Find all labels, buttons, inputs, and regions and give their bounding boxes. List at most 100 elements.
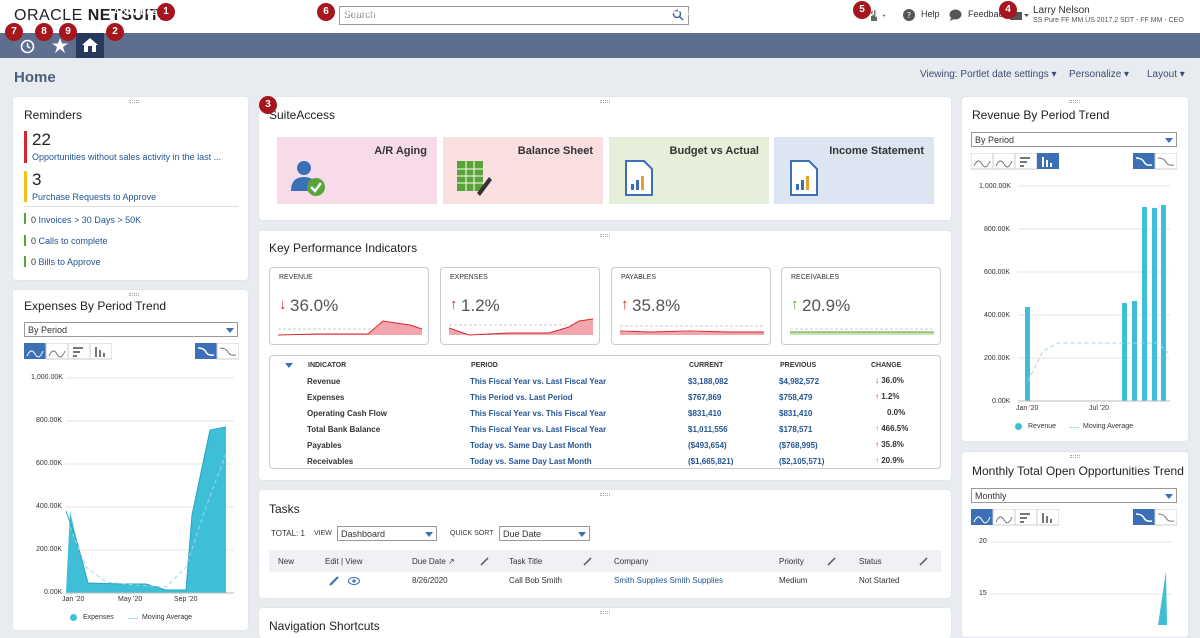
edit-column-icon[interactable]: [480, 557, 489, 566]
nav-reports[interactable]: Reports: [395, 7, 433, 18]
column-header[interactable]: Status: [859, 557, 882, 566]
document-chart-icon: [790, 160, 818, 196]
nav-suitesocial[interactable]: SuiteSocial: [500, 7, 554, 18]
help-link[interactable]: Help: [921, 9, 940, 19]
revenue-period-select[interactable]: By Period: [971, 132, 1177, 147]
kpi-indicator: Receivables: [307, 457, 354, 466]
kpi-card-revenue[interactable]: REVENUE ↓ 36.0%: [269, 267, 429, 345]
nav-sales-marketing[interactable]: Sales/Marketing: [169, 7, 246, 18]
kpi-card-expenses[interactable]: EXPENSES ↑ 1.2%: [440, 267, 600, 345]
kpi-period-link[interactable]: This Fiscal Year vs. Last Fiscal Year: [470, 425, 607, 434]
kpi-period-link[interactable]: This Fiscal Year vs. This Fiscal Year: [470, 409, 607, 418]
drag-handle[interactable]: [600, 234, 610, 237]
tile-income-statement[interactable]: Income Statement: [774, 137, 934, 204]
shortcuts-icon[interactable]: [52, 38, 68, 53]
nav-board-metrics[interactable]: Board Metrics: [726, 7, 793, 18]
edit-pencil-icon[interactable]: [329, 576, 339, 586]
drag-handle[interactable]: [600, 100, 610, 103]
reminder-purchase-requests-link[interactable]: Purchase Requests to Approve: [32, 192, 157, 202]
nav-suiteapps[interactable]: SuiteApps: [802, 7, 852, 18]
kpi-current-link[interactable]: $831,410: [688, 409, 722, 418]
kpi-previous-link[interactable]: $758,479: [779, 393, 813, 402]
kpi-current-link[interactable]: ($1,665,821): [688, 457, 734, 466]
kpi-period-link[interactable]: Today vs. Same Day Last Month: [470, 457, 592, 466]
drag-handle[interactable]: [600, 493, 610, 496]
drag-handle[interactable]: [1070, 455, 1080, 458]
kpi-card-receivables[interactable]: RECEIVABLES ↑ 20.9%: [781, 267, 941, 345]
kpi-period-link[interactable]: Today vs. Same Day Last Month: [470, 441, 592, 450]
legend-moving-average[interactable]: Moving Average: [1083, 423, 1134, 430]
task-company-link[interactable]: Smith Supplies Smith Supplies: [614, 576, 723, 585]
drag-handle[interactable]: [600, 611, 610, 614]
moving-average-toggles: [1133, 153, 1177, 170]
task-title: Call Bob Smith: [509, 576, 562, 585]
y-axis-tick: 400.00K: [36, 503, 63, 510]
edit-column-icon[interactable]: [583, 557, 592, 566]
kpi-current-link[interactable]: $3,188,082: [688, 377, 729, 386]
kpi-previous-link[interactable]: $4,982,572: [779, 377, 820, 386]
legend-moving-average[interactable]: Moving Average: [142, 614, 193, 621]
home-button[interactable]: [76, 33, 104, 58]
tile-budget-vs-actual[interactable]: Budget vs Actual: [609, 137, 769, 204]
drag-handle[interactable]: [129, 100, 139, 103]
global-search-input[interactable]: Search: [339, 6, 689, 25]
column-header[interactable]: Task Title: [509, 557, 543, 566]
arrow-up-icon: ↑: [875, 440, 879, 449]
opportunities-period-select[interactable]: Monthly: [971, 488, 1177, 503]
legend-expenses[interactable]: Expenses: [83, 614, 114, 621]
feedback-icon[interactable]: [949, 9, 962, 21]
tasks-view-select[interactable]: Dashboard: [337, 526, 437, 541]
column-header-due-date[interactable]: Due Date ↗: [412, 557, 455, 566]
kpi-previous-link[interactable]: ($2,105,571): [779, 457, 825, 466]
nav-analytics-2[interactable]: Analytics: [670, 7, 715, 18]
search-icon[interactable]: [672, 9, 684, 21]
recent-history-icon[interactable]: [20, 39, 35, 54]
tasks-sort-select[interactable]: Due Date: [499, 526, 590, 541]
task-status: Not Started: [859, 576, 900, 585]
kpi-change: ↓ 36.0%: [875, 376, 904, 385]
edit-column-icon[interactable]: [827, 557, 836, 566]
column-header[interactable]: Company: [614, 557, 649, 566]
kpi-previous-link[interactable]: ($768,995): [779, 441, 818, 450]
drag-handle[interactable]: [129, 293, 139, 296]
user-role-menu[interactable]: Larry Nelson SS Pure FF MM US 2017.2 SDT…: [1033, 6, 1184, 26]
kpi-previous-link[interactable]: $831,410: [779, 409, 813, 418]
drag-handle[interactable]: [1070, 100, 1080, 103]
nav-financial[interactable]: Financial: [340, 7, 384, 18]
legend-revenue[interactable]: Revenue: [1028, 423, 1057, 430]
help-icon[interactable]: ?: [903, 9, 915, 21]
nav-setup[interactable]: Setup: [629, 7, 657, 18]
recent-records-icon[interactable]: [868, 8, 888, 22]
collapse-caret-icon[interactable]: [285, 363, 293, 369]
kpi-period-link[interactable]: This Period vs. Last Period: [470, 393, 573, 402]
y-axis-tick: 0.00K: [992, 398, 1011, 405]
reminder-bills[interactable]: 0 Bills to Approve: [31, 257, 101, 267]
kpi-card-payables[interactable]: PAYABLES ↑ 35.8%: [611, 267, 771, 345]
tile-balance-sheet[interactable]: Balance Sheet: [443, 137, 603, 204]
viewing-date-settings-menu[interactable]: Viewing: Portlet date settings ▾: [920, 69, 1057, 80]
nav-documents[interactable]: Documents: [564, 7, 619, 18]
reminder-opportunities-link[interactable]: Opportunities without sales activity in …: [32, 152, 222, 162]
netsuite-logo[interactable]: ORACLE NETSUITE: [14, 7, 171, 24]
nav-expenses[interactable]: Expenses: [257, 7, 304, 18]
kpi-card-label: REVENUE: [279, 274, 313, 281]
kpi-current-link[interactable]: $1,011,556: [688, 425, 728, 434]
nav-activities[interactable]: Activities: [113, 7, 158, 18]
nav-support[interactable]: Support: [862, 7, 901, 18]
feedback-link[interactable]: Feedback: [968, 9, 1008, 19]
kpi-current-link[interactable]: ($493,654): [688, 441, 727, 450]
reminder-calls[interactable]: 0 Calls to complete: [31, 236, 108, 246]
nav-analytics[interactable]: Analytics: [445, 7, 490, 18]
view-eye-icon[interactable]: [348, 576, 360, 586]
edit-column-icon[interactable]: [919, 557, 928, 566]
personalize-menu[interactable]: Personalize ▾: [1069, 69, 1130, 80]
kpi-current-link[interactable]: $767,869: [688, 393, 722, 402]
role-menu-icon[interactable]: [1010, 11, 1030, 21]
kpi-period-link[interactable]: This Fiscal Year vs. Last Fiscal Year: [470, 377, 607, 386]
reminder-invoices[interactable]: 0 Invoices > 30 Days > 50K: [31, 215, 142, 225]
expenses-period-select[interactable]: By Period: [24, 322, 238, 337]
column-header[interactable]: Priority: [779, 557, 804, 566]
layout-menu[interactable]: Layout ▾: [1147, 69, 1185, 80]
tile-ar-aging[interactable]: A/R Aging: [277, 137, 437, 204]
kpi-previous-link[interactable]: $178,571: [779, 425, 813, 434]
